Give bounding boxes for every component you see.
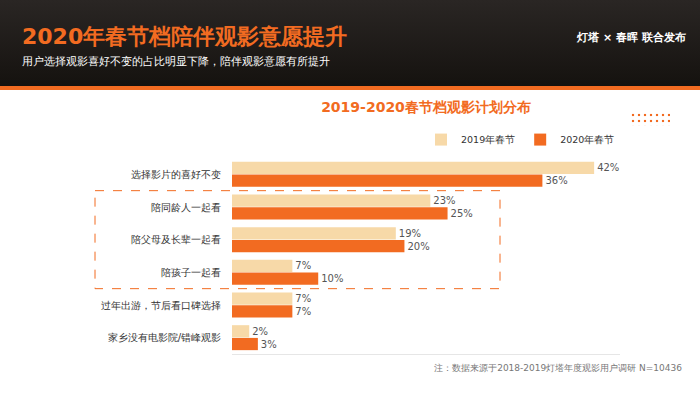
svg-text:42%: 42%: [597, 162, 619, 173]
html-text:用户选择观影喜好不变的占比明显下降，陪伴观影意愿有所提升: 用户选择观影喜好不变的占比明显下降，陪伴观影意愿有所提升: [22, 55, 330, 67]
svg-text:2020年春节: 2020年春节: [560, 134, 614, 145]
svg-text:过年出游，节后看口碑选择: 过年出游，节后看口碑选择: [101, 300, 221, 311]
html-text:注：数据来源于2018-2019灯塔年度观影用户调研 N=1: 注：数据来源于2018-2019灯塔年度观影用户调研 N=10436: [434, 363, 682, 373]
svg-text:陪孩子一起看: 陪孩子一起看: [161, 267, 221, 278]
svg-text:19%: 19%: [399, 228, 421, 239]
svg-text:36%: 36%: [545, 175, 567, 186]
svg-text:选择影片的喜好不变: 选择影片的喜好不变: [131, 169, 221, 180]
html-text:2020年春节档陪伴观影意愿提升: 2020年春节档陪伴观影意愿提升: [22, 24, 348, 49]
svg-text:3%: 3%: [261, 339, 277, 350]
svg-text:10%: 10%: [321, 273, 343, 284]
svg-text:2019-2020春节档观影计划分布: 2019-2020春节档观影计划分布: [321, 99, 531, 115]
svg-text:25%: 25%: [451, 208, 473, 219]
svg-text:陪同龄人一起看: 陪同龄人一起看: [151, 202, 221, 213]
svg-text:23%: 23%: [433, 195, 455, 206]
svg-text:2019年春节: 2019年春节: [461, 134, 515, 145]
svg-text:7%: 7%: [295, 293, 311, 304]
svg-text:7%: 7%: [295, 306, 311, 317]
svg-text:家乡没有电影院/错峰观影: 家乡没有电影院/错峰观影: [108, 332, 221, 343]
html-text:灯塔 × 春晖 联合发布: 灯塔 × 春晖 联合发布: [577, 31, 686, 44]
svg-text:7%: 7%: [295, 260, 311, 271]
svg-text:陪父母及长辈一起看: 陪父母及长辈一起看: [131, 234, 221, 245]
svg-text:2%: 2%: [252, 326, 268, 337]
svg-text:20%: 20%: [407, 241, 429, 252]
